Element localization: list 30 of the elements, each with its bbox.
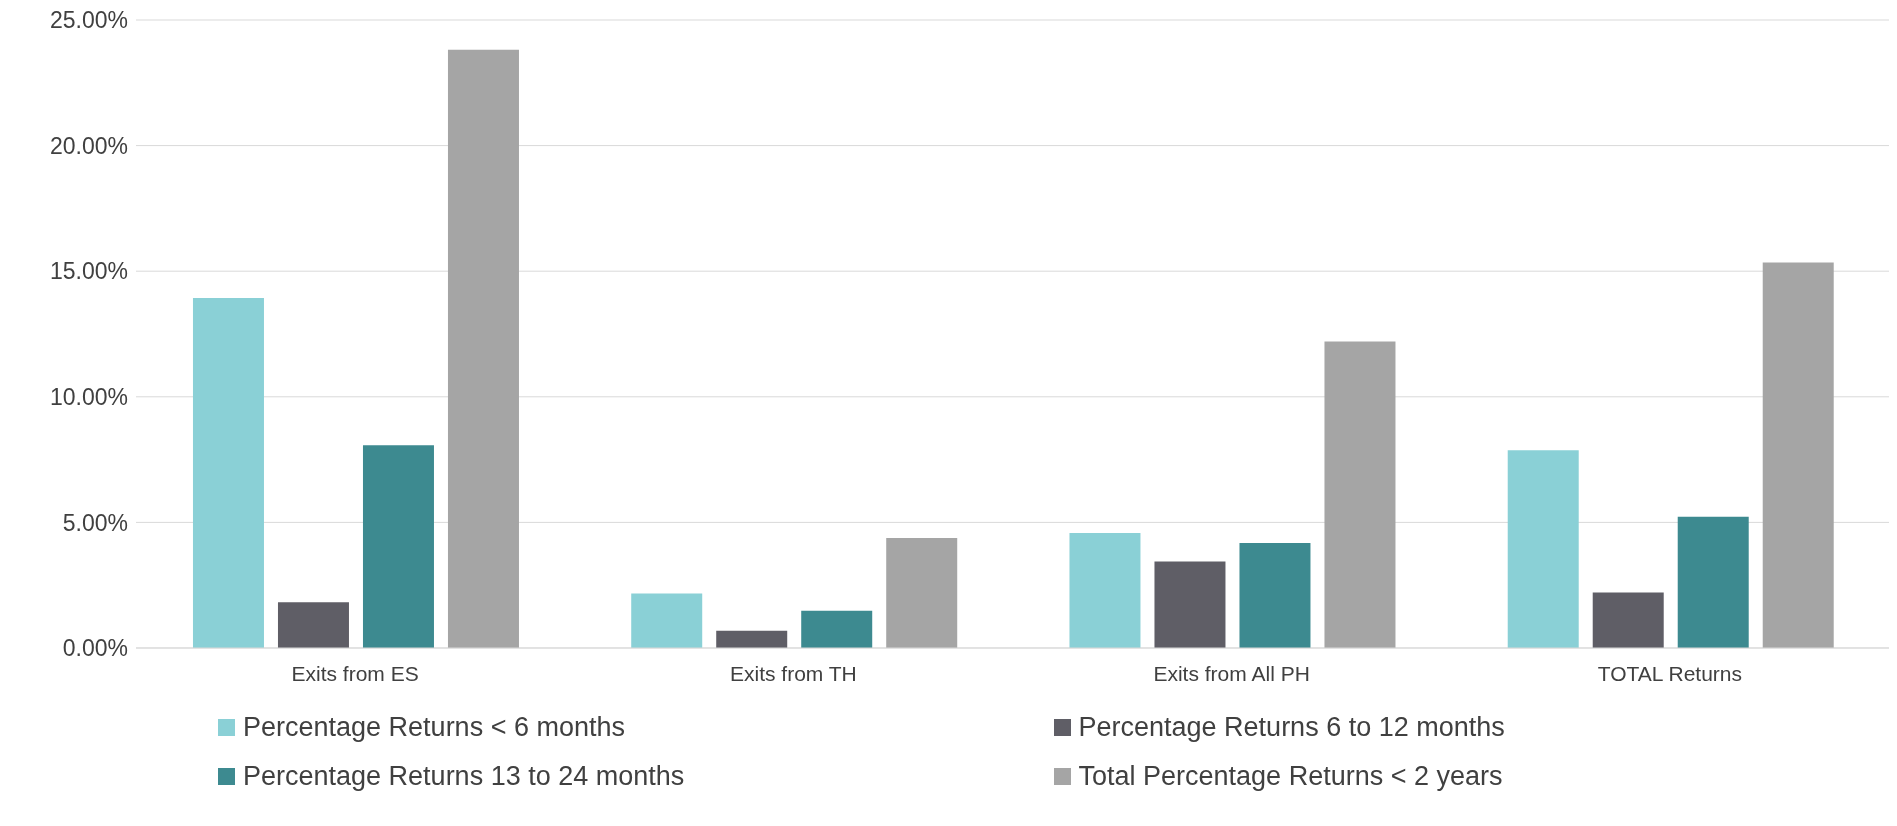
y-tick-label: 25.00% <box>49 7 128 34</box>
bar <box>1324 341 1396 648</box>
bar <box>277 602 349 648</box>
bar <box>362 445 434 648</box>
x-tick-label: Exits from All PH <box>1153 661 1310 685</box>
y-tick-label: 20.00% <box>49 132 128 159</box>
legend-label: Percentage Returns < 6 months <box>243 712 625 743</box>
legend-label: Percentage Returns 13 to 24 months <box>243 761 685 792</box>
bar <box>1069 532 1141 648</box>
bar <box>716 630 788 648</box>
bar <box>1507 450 1579 648</box>
bar <box>1762 262 1834 648</box>
x-tick-label: Exits from TH <box>729 661 857 685</box>
bar <box>631 593 703 648</box>
bar <box>1239 543 1311 648</box>
bar <box>1592 592 1664 648</box>
x-tick-label: TOTAL Returns <box>1597 661 1743 685</box>
y-tick-label: 15.00% <box>49 258 128 285</box>
bar <box>192 298 264 648</box>
bar <box>1677 516 1749 648</box>
y-tick-label: 10.00% <box>49 383 128 410</box>
x-tick-label: Exits from ES <box>291 661 419 685</box>
bar <box>801 610 873 648</box>
y-tick-label: 0.00% <box>62 635 128 662</box>
bar <box>447 49 519 648</box>
y-tick-label: 5.00% <box>62 509 128 536</box>
legend-label: Percentage Returns 6 to 12 months <box>1078 712 1505 743</box>
bar <box>886 537 958 648</box>
bar <box>1154 561 1226 648</box>
legend-label: Total Percentage Returns < 2 years <box>1078 761 1503 792</box>
